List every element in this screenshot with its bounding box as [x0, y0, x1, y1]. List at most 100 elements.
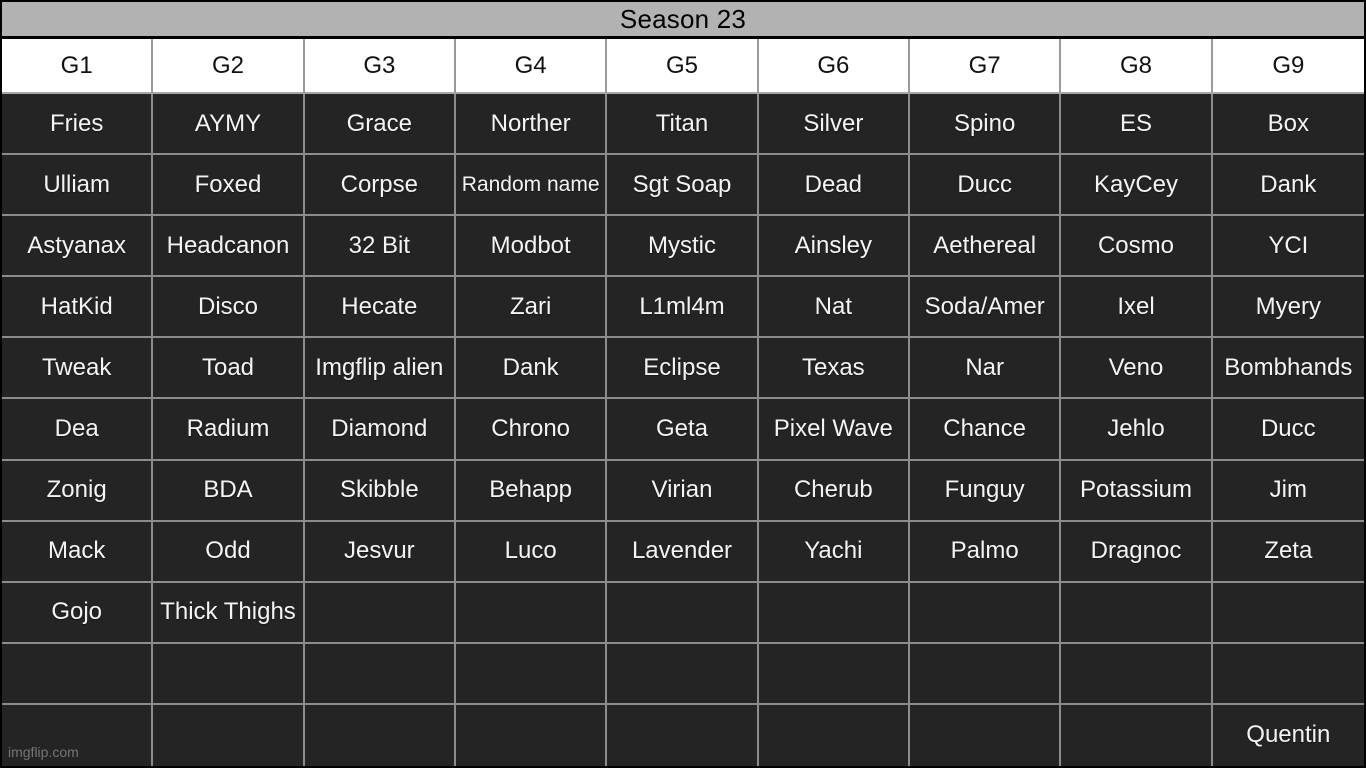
table-cell: Chance [909, 399, 1062, 461]
table-row: Gojo Thick Thighs [2, 582, 1364, 644]
table-cell: Modbot [455, 216, 608, 278]
table-cell: Eclipse [607, 338, 759, 400]
cell-text: AYMY [194, 109, 262, 137]
cell-text: Eclipse [643, 353, 721, 381]
table-cell [153, 704, 305, 766]
cell-text: Headcanon [166, 231, 290, 259]
table-cell: Luco [455, 521, 608, 583]
table-row: Zonig BDA Skibble Behapp Virian Cherub Funguy P… [2, 460, 1364, 522]
table-cell [455, 704, 608, 766]
cell-text: Chance [943, 415, 1027, 443]
cell-text: Bombhands [1224, 353, 1353, 381]
cell-text: Dead [804, 170, 862, 198]
table-cell: Grace [304, 94, 456, 156]
cell-text: Diamond [331, 415, 428, 443]
table-cell: Geta [607, 399, 759, 461]
table-cell: Radium [153, 399, 305, 461]
table-body: Fries AYMY Grace Norther Titan Silver Spino ES B… [2, 94, 1364, 766]
table-cell: Quentin [1212, 704, 1364, 766]
table-cell: Random name [455, 155, 608, 217]
group-header-row: G1 G2 G3 G4 G5 G6 G7 G8 G9 [2, 39, 1364, 94]
cell-text: Jehlo [1107, 415, 1165, 443]
cell-text: ES [1119, 109, 1152, 137]
cell-text: Behapp [489, 476, 573, 504]
table-cell: Astyanax [2, 216, 154, 278]
table-cell: Disco [153, 277, 305, 339]
cell-text: Sgt Soap [632, 170, 732, 198]
cell-text: Nar [965, 353, 1004, 381]
table-cell [758, 643, 910, 705]
cell-text: Pixel Wave [773, 415, 893, 443]
cell-text: KayCey [1093, 170, 1179, 198]
table-cell: ES [1061, 94, 1213, 156]
table-cell: YCI [1212, 216, 1364, 278]
cell-text: Ainsley [794, 231, 872, 259]
cell-text: Random name [461, 172, 600, 196]
table-title: Season 23 [2, 2, 1364, 39]
table-cell [909, 582, 1062, 644]
table-cell [758, 704, 910, 766]
cell-text: Aethereal [933, 231, 1037, 259]
cell-text: Odd [205, 537, 251, 565]
table-cell: Imgflip alien [304, 338, 456, 400]
cell-text: Jim [1269, 476, 1307, 504]
cell-text: Potassium [1079, 476, 1193, 504]
table-cell [2, 704, 154, 766]
table-row [2, 643, 1364, 705]
table-cell: KayCey [1061, 155, 1213, 217]
column-header-g5: G5 [607, 39, 759, 94]
cell-text: Ixel [1117, 292, 1155, 320]
table-cell: Jesvur [304, 521, 456, 583]
table-cell: HatKid [2, 277, 154, 339]
table-cell: Dank [1212, 155, 1364, 217]
column-header-g8: G8 [1061, 39, 1213, 94]
table-cell: Potassium [1061, 460, 1213, 522]
table-row: HatKid Disco Hecate Zari L1ml4m Nat Soda/Amer I… [2, 277, 1364, 339]
cell-text: Dea [54, 415, 99, 443]
table-cell: Ainsley [758, 216, 910, 278]
cell-text: L1ml4m [639, 292, 725, 320]
cell-text: Grace [346, 109, 412, 137]
table-cell: Thick Thighs [153, 582, 305, 644]
table-cell [304, 582, 456, 644]
cell-text: Dank [1260, 170, 1317, 198]
cell-text: Norther [490, 109, 571, 137]
cell-text: Ducc [1260, 415, 1316, 443]
table-cell [1212, 582, 1364, 644]
table-cell: Veno [1061, 338, 1213, 400]
cell-text: Yachi [804, 537, 863, 565]
table-cell: Soda/Amer [909, 277, 1062, 339]
table-cell: Foxed [153, 155, 305, 217]
cell-text: Modbot [490, 231, 571, 259]
table-row: Ulliam Foxed Corpse Random name Sgt Soap Dead… [2, 155, 1364, 217]
table-cell: Mack [2, 521, 154, 583]
cell-text: Radium [186, 415, 270, 443]
cell-text: Myery [1255, 292, 1321, 320]
table-row: Quentin [2, 704, 1364, 766]
cell-text: Skibble [339, 476, 419, 504]
cell-text: Chrono [491, 415, 571, 443]
table-cell: Silver [758, 94, 910, 156]
table-cell: Corpse [304, 155, 456, 217]
table-cell: Sgt Soap [607, 155, 759, 217]
cell-text: Zeta [1264, 537, 1313, 565]
table-cell [1061, 582, 1213, 644]
table-cell: Titan [607, 94, 759, 156]
table-cell: Toad [153, 338, 305, 400]
table-row: Tweak Toad Imgflip alien Dank Eclipse Texas Na… [2, 338, 1364, 400]
table-cell: Diamond [304, 399, 456, 461]
table-cell: Skibble [304, 460, 456, 522]
table-cell: Headcanon [153, 216, 305, 278]
cell-text: Nat [814, 292, 852, 320]
table-cell: Myery [1212, 277, 1364, 339]
table-cell: Dank [455, 338, 608, 400]
table-cell: Funguy [909, 460, 1062, 522]
cell-text: Corpse [340, 170, 418, 198]
table-cell [455, 643, 608, 705]
cell-text: Hecate [341, 292, 418, 320]
column-header-g4: G4 [455, 39, 608, 94]
cell-text: Zonig [46, 476, 107, 504]
cell-text: Lavender [631, 537, 733, 565]
table-cell [607, 582, 759, 644]
